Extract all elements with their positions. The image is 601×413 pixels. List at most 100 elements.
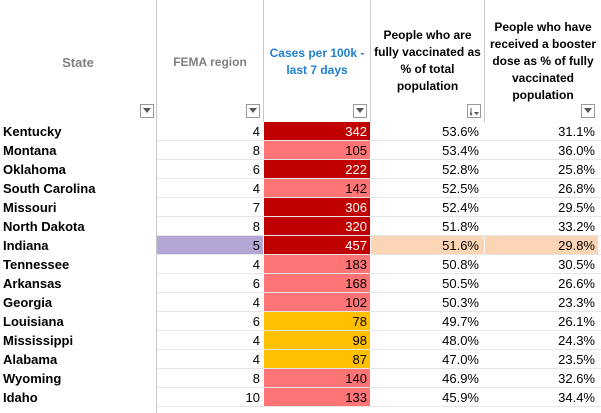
filter-button-vaccinated[interactable] — [467, 104, 481, 118]
cell-cases[interactable]: 342 — [264, 122, 370, 141]
cell-state[interactable]: Alabama — [3, 352, 58, 367]
cell-fema-region[interactable]: 8 — [252, 219, 260, 234]
cell-state[interactable]: Montana — [3, 143, 57, 158]
table-row[interactable]: Missouri 7 306 52.4% 29.5% — [0, 198, 601, 217]
cell-cases[interactable]: 320 — [264, 217, 370, 236]
cell-vaccinated[interactable]: 50.8% — [442, 257, 479, 272]
cell-fema-region[interactable]: 4 — [252, 257, 260, 272]
cell-booster[interactable]: 34.4% — [558, 390, 595, 405]
cell-cases[interactable]: 457 — [264, 236, 370, 255]
cell-state[interactable]: Arkansas — [3, 276, 62, 291]
cell-state[interactable]: Idaho — [3, 390, 38, 405]
filter-button-state[interactable] — [140, 104, 154, 118]
table-row[interactable]: Oklahoma 6 222 52.8% 25.8% — [0, 160, 601, 179]
header-vax-line-1: People who are — [383, 28, 472, 42]
table-row[interactable]: Montana 8 105 53.4% 36.0% — [0, 141, 601, 160]
cell-fema-region[interactable]: 4 — [252, 333, 260, 348]
table-row[interactable]: Wyoming 8 140 46.9% 32.6% — [0, 369, 601, 388]
cell-fema-region[interactable]: 10 — [245, 390, 260, 405]
cell-cases[interactable]: 306 — [264, 198, 370, 217]
cell-state[interactable]: Wyoming — [3, 371, 62, 386]
cell-cases[interactable]: 140 — [264, 369, 370, 388]
header-boost-line-5: population — [512, 88, 574, 102]
cell-state[interactable]: Indiana — [3, 238, 49, 253]
cell-booster[interactable]: 36.0% — [558, 143, 595, 158]
cell-state[interactable]: Kentucky — [3, 124, 62, 139]
row-gridline — [157, 292, 601, 293]
table-row[interactable]: Tennessee 4 183 50.8% 30.5% — [0, 255, 601, 274]
sort-descending-filter-icon — [470, 108, 479, 116]
cell-state[interactable]: North Dakota — [3, 219, 85, 234]
cell-booster[interactable]: 24.3% — [558, 333, 595, 348]
filter-button-cases[interactable] — [353, 104, 367, 118]
cell-cases[interactable]: 102 — [264, 293, 370, 312]
cell-fema-region[interactable]: 8 — [252, 371, 260, 386]
cell-vaccinated[interactable]: 50.3% — [442, 295, 479, 310]
cell-cases[interactable]: 222 — [264, 160, 370, 179]
cell-booster[interactable]: 23.3% — [558, 295, 595, 310]
cell-vaccinated[interactable]: 49.7% — [442, 314, 479, 329]
table-row[interactable]: South Carolina 4 142 52.5% 26.8% — [0, 179, 601, 198]
cell-state[interactable]: Oklahoma — [3, 162, 66, 177]
cell-state[interactable]: Tennessee — [3, 257, 70, 272]
cell-fema-region[interactable]: 4 — [252, 181, 260, 196]
cell-fema-region[interactable]: 4 — [252, 295, 260, 310]
cell-cases[interactable]: 78 — [264, 312, 370, 331]
cell-fema-region[interactable]: 6 — [252, 276, 260, 291]
cell-cases[interactable]: 168 — [264, 274, 370, 293]
table-row[interactable]: Mississippi 4 98 48.0% 24.3% — [0, 331, 601, 350]
table-row[interactable]: Idaho 10 133 45.9% 34.4% — [0, 388, 601, 407]
table-row[interactable]: Indiana 5 457 51.6% 29.8% — [0, 236, 601, 255]
cell-fema-region[interactable]: 4 — [252, 352, 260, 367]
cell-booster[interactable]: 33.2% — [558, 219, 595, 234]
cell-vaccinated[interactable]: 45.9% — [442, 390, 479, 405]
table-row[interactable]: Louisiana 6 78 49.7% 26.1% — [0, 312, 601, 331]
cell-fema-region[interactable]: 4 — [252, 124, 260, 139]
cell-cases[interactable]: 142 — [264, 179, 370, 198]
cell-booster[interactable]: 31.1% — [558, 124, 595, 139]
table-row[interactable]: Georgia 4 102 50.3% 23.3% — [0, 293, 601, 312]
cell-vaccinated[interactable]: 52.5% — [442, 181, 479, 196]
cell-booster[interactable]: 25.8% — [558, 162, 595, 177]
cell-booster[interactable]: 26.1% — [558, 314, 595, 329]
cell-cases[interactable]: 183 — [264, 255, 370, 274]
cell-state[interactable]: South Carolina — [3, 181, 96, 196]
cell-vaccinated[interactable]: 48.0% — [442, 333, 479, 348]
cell-state[interactable]: Mississippi — [3, 333, 74, 348]
cell-vaccinated[interactable]: 50.5% — [442, 276, 479, 291]
cell-booster[interactable]: 29.8% — [485, 236, 598, 255]
cell-fema-region[interactable]: 7 — [252, 200, 260, 215]
cell-booster[interactable]: 29.5% — [558, 200, 595, 215]
cell-vaccinated[interactable]: 51.6% — [371, 236, 484, 255]
cell-state[interactable]: Georgia — [3, 295, 53, 310]
cell-state[interactable]: Missouri — [3, 200, 57, 215]
cell-cases[interactable]: 105 — [264, 141, 370, 160]
table-row[interactable]: North Dakota 8 320 51.8% 33.2% — [0, 217, 601, 236]
cell-booster[interactable]: 26.8% — [558, 181, 595, 196]
cell-cases[interactable]: 87 — [264, 350, 370, 369]
cell-vaccinated[interactable]: 46.9% — [442, 371, 479, 386]
cell-fema-region[interactable]: 6 — [252, 314, 260, 329]
cell-vaccinated[interactable]: 53.4% — [442, 143, 479, 158]
cell-vaccinated[interactable]: 52.4% — [442, 200, 479, 215]
cell-cases[interactable]: 98 — [264, 331, 370, 350]
filter-button-booster[interactable] — [581, 104, 595, 118]
cell-vaccinated[interactable]: 47.0% — [442, 352, 479, 367]
cell-vaccinated[interactable]: 53.6% — [442, 124, 479, 139]
cell-state[interactable]: Louisiana — [3, 314, 64, 329]
cell-vaccinated[interactable]: 52.8% — [442, 162, 479, 177]
cell-booster[interactable]: 32.6% — [558, 371, 595, 386]
cell-vaccinated[interactable]: 51.8% — [442, 219, 479, 234]
table-row[interactable]: Kentucky 4 342 53.6% 31.1% — [0, 122, 601, 141]
table-row[interactable]: Alabama 4 87 47.0% 23.5% — [0, 350, 601, 369]
cell-booster[interactable]: 26.6% — [558, 276, 595, 291]
cell-cases[interactable]: 133 — [264, 388, 370, 407]
header-fema-label: FEMA region — [173, 55, 247, 69]
cell-fema-region[interactable]: 5 — [157, 236, 263, 255]
cell-booster[interactable]: 23.5% — [558, 352, 595, 367]
filter-button-fema[interactable] — [246, 104, 260, 118]
table-row[interactable]: Arkansas 6 168 50.5% 26.6% — [0, 274, 601, 293]
cell-booster[interactable]: 30.5% — [558, 257, 595, 272]
cell-fema-region[interactable]: 6 — [252, 162, 260, 177]
cell-fema-region[interactable]: 8 — [252, 143, 260, 158]
